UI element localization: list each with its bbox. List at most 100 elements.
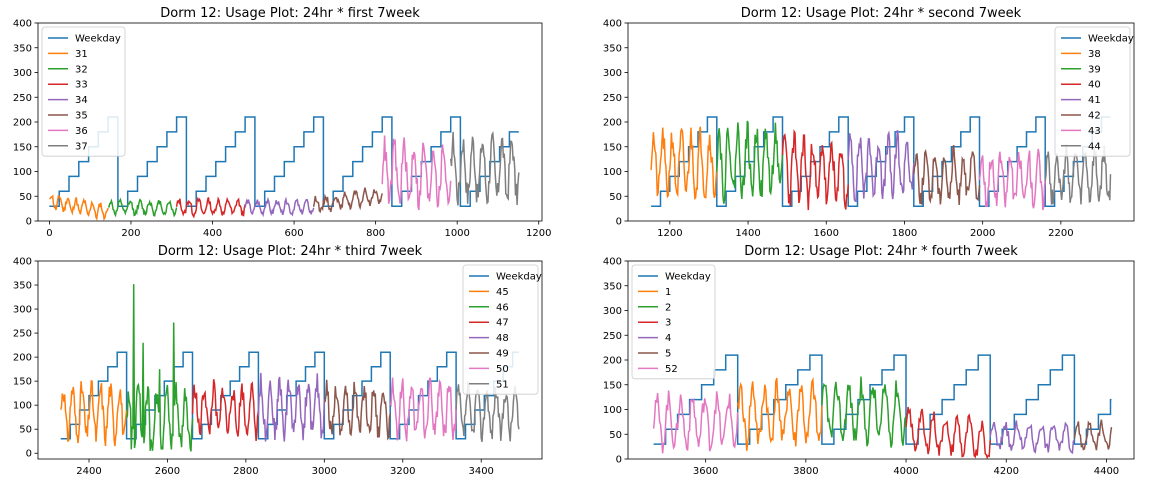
x-tick-label: 4200 bbox=[994, 466, 1019, 477]
y-tick-label: 300 bbox=[603, 306, 622, 317]
legend-label: 52 bbox=[665, 364, 678, 375]
x-tick-label: 200 bbox=[121, 228, 140, 239]
legend-label: Weekday bbox=[75, 34, 121, 45]
x-tick-label: 0 bbox=[46, 228, 52, 239]
series-line-45 bbox=[59, 380, 128, 447]
series-line-43 bbox=[978, 148, 1046, 211]
y-tick-label: 50 bbox=[609, 430, 622, 441]
legend-label: 50 bbox=[496, 364, 509, 375]
legend-box bbox=[462, 264, 539, 395]
plot-area bbox=[652, 354, 1113, 459]
legend-label: 40 bbox=[1088, 80, 1101, 91]
y-tick-label: 300 bbox=[13, 305, 32, 316]
y-tick-label: 0 bbox=[26, 449, 32, 460]
series-line-40 bbox=[781, 128, 849, 211]
y-tick-label: 300 bbox=[603, 68, 622, 79]
legend-label: 1 bbox=[665, 287, 671, 298]
legend-label: Weekday bbox=[665, 272, 711, 283]
series-line-38 bbox=[650, 126, 718, 200]
series-line-31 bbox=[49, 194, 109, 221]
x-tick-label: 1200 bbox=[526, 228, 551, 239]
x-tick-label: 4400 bbox=[1094, 466, 1119, 477]
legend: Weekday 38 39 40 41 42 43 44 bbox=[1054, 26, 1134, 157]
series-line-50 bbox=[389, 377, 457, 442]
series-line-46 bbox=[125, 284, 194, 452]
chart-title: Dorm 12: Usage Plot: 24hr * third 7week bbox=[158, 244, 423, 259]
y-tick-label: 100 bbox=[603, 167, 622, 178]
y-tick-label: 150 bbox=[13, 142, 32, 153]
series-line-39 bbox=[716, 120, 784, 204]
y-tick-label: 150 bbox=[603, 142, 622, 153]
plot-area bbox=[59, 284, 520, 452]
legend-label: 38 bbox=[1088, 49, 1101, 60]
x-tick-label: 3400 bbox=[468, 466, 493, 477]
legend-label: 41 bbox=[1088, 95, 1101, 106]
plot-area bbox=[650, 116, 1112, 211]
x-tick-label: 1800 bbox=[892, 228, 917, 239]
x-tick-label: 1600 bbox=[814, 228, 839, 239]
y-tick-label: 200 bbox=[13, 353, 32, 364]
y-tick-label: 100 bbox=[13, 401, 32, 412]
y-tick-label: 0 bbox=[26, 217, 32, 228]
series-line-1 bbox=[736, 376, 823, 451]
series-line-3 bbox=[905, 406, 991, 459]
x-tick-label: 2400 bbox=[76, 466, 101, 477]
legend-label: 46 bbox=[496, 302, 509, 313]
x-tick-label: 3000 bbox=[312, 466, 337, 477]
series-line-32 bbox=[107, 197, 178, 218]
y-tick-label: 350 bbox=[13, 43, 32, 54]
y-tick-label: 350 bbox=[603, 281, 622, 292]
y-tick-label: 0 bbox=[616, 217, 622, 228]
x-tick-label: 1400 bbox=[735, 228, 760, 239]
series-line-35 bbox=[312, 187, 383, 214]
y-tick-label: 250 bbox=[13, 93, 32, 104]
series-line-weekday bbox=[49, 116, 519, 207]
series-line-49 bbox=[323, 379, 391, 441]
legend-label: 39 bbox=[1088, 64, 1101, 75]
y-tick-label: 100 bbox=[13, 167, 32, 178]
y-tick-label: 150 bbox=[603, 380, 622, 391]
y-tick-label: 50 bbox=[609, 192, 622, 203]
series-line-2 bbox=[821, 376, 907, 448]
y-tick-label: 200 bbox=[603, 118, 622, 129]
legend-label: 47 bbox=[496, 318, 509, 329]
legend: Weekday 1 2 3 4 5 52 bbox=[631, 264, 716, 380]
legend-label: Weekday bbox=[496, 272, 542, 283]
legend-label: 49 bbox=[496, 349, 509, 360]
legend-label: 34 bbox=[75, 95, 88, 106]
series-line-41 bbox=[847, 130, 915, 203]
legend: Weekday 31 32 33 34 35 36 37 bbox=[41, 26, 126, 157]
legend: Weekday 45 46 47 48 49 50 51 bbox=[462, 264, 542, 395]
chart-title: Dorm 12: Usage Plot: 24hr * first 7week bbox=[160, 6, 420, 21]
x-tick-label: 800 bbox=[366, 228, 385, 239]
series-line-52 bbox=[652, 390, 739, 454]
series-line-42 bbox=[913, 145, 981, 206]
y-tick-label: 200 bbox=[13, 118, 32, 129]
legend-label: 2 bbox=[665, 302, 671, 313]
y-tick-label: 100 bbox=[603, 405, 622, 416]
y-tick-label: 350 bbox=[603, 43, 622, 54]
y-tick-label: 250 bbox=[603, 93, 622, 104]
chart-panel-4: Dorm 12: Usage Plot: 24hr * fourth 7week… bbox=[603, 244, 1135, 477]
chart-panel-3: Dorm 12: Usage Plot: 24hr * third 7week 0… bbox=[13, 244, 543, 477]
series-line-36 bbox=[381, 135, 452, 211]
legend-box bbox=[1054, 26, 1131, 157]
legend-label: 42 bbox=[1088, 111, 1101, 122]
legend-label: 45 bbox=[496, 287, 509, 298]
x-tick-label: 2800 bbox=[233, 466, 258, 477]
y-tick-label: 50 bbox=[19, 425, 32, 436]
legend-label: 31 bbox=[75, 49, 88, 60]
x-tick-label: 2000 bbox=[970, 228, 995, 239]
y-tick-label: 0 bbox=[616, 455, 622, 466]
series-line-44 bbox=[1044, 144, 1112, 205]
x-tick-label: 4000 bbox=[893, 466, 918, 477]
series-line-weekday bbox=[653, 354, 1112, 445]
plot-area bbox=[49, 116, 520, 221]
legend-label: Weekday bbox=[1088, 34, 1134, 45]
legend-label: 43 bbox=[1088, 126, 1101, 137]
series-line-47 bbox=[191, 379, 260, 442]
y-tick-label: 200 bbox=[603, 356, 622, 367]
legend-label: 44 bbox=[1088, 141, 1101, 152]
legend-label: 35 bbox=[75, 111, 88, 122]
